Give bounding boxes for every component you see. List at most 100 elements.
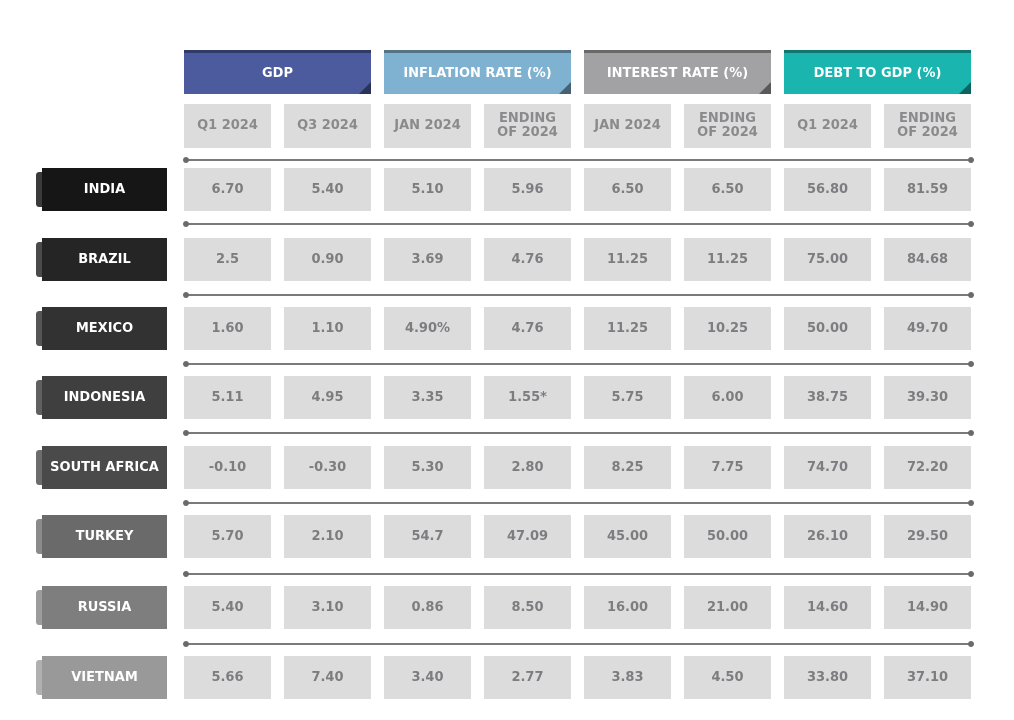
cell: 5.40 (184, 586, 271, 629)
cell: 0.86 (384, 586, 471, 629)
cell: 3.69 (384, 238, 471, 281)
divider-dot (183, 292, 189, 298)
cell: 4.95 (284, 376, 371, 419)
cell: 3.40 (384, 656, 471, 699)
cell: 81.59 (884, 168, 971, 211)
cell: 6.00 (684, 376, 771, 419)
cell: 2.5 (184, 238, 271, 281)
cell: 5.11 (184, 376, 271, 419)
cell: 0.90 (284, 238, 371, 281)
cell: 2.80 (484, 446, 571, 489)
divider (186, 643, 971, 645)
divider-dot (968, 221, 974, 227)
cell: 2.10 (284, 515, 371, 558)
cell: 5.75 (584, 376, 671, 419)
row-label: INDIA (42, 168, 167, 211)
divider (186, 573, 971, 575)
sub-header: Q1 2024 (184, 104, 271, 148)
row-label: SOUTH AFRICA (42, 446, 167, 489)
divider-dot (968, 157, 974, 163)
cell: 16.00 (584, 586, 671, 629)
divider (186, 432, 971, 434)
cell: 7.75 (684, 446, 771, 489)
row-label: RUSSIA (42, 586, 167, 629)
sub-header: ENDING OF 2024 (684, 104, 771, 148)
sub-header: ENDING OF 2024 (484, 104, 571, 148)
divider (186, 363, 971, 365)
cell: 2.77 (484, 656, 571, 699)
cell: 75.00 (784, 238, 871, 281)
cell: 50.00 (784, 307, 871, 350)
divider-dot (968, 641, 974, 647)
row-label: TURKEY (42, 515, 167, 558)
cell: 74.70 (784, 446, 871, 489)
cell: 4.90% (384, 307, 471, 350)
divider (186, 502, 971, 504)
cell: 14.60 (784, 586, 871, 629)
cell: 5.40 (284, 168, 371, 211)
cell: 4.76 (484, 238, 571, 281)
cell: 50.00 (684, 515, 771, 558)
cell: 6.50 (584, 168, 671, 211)
sub-header: Q3 2024 (284, 104, 371, 148)
cell: 39.30 (884, 376, 971, 419)
row-label: VIETNAM (42, 656, 167, 699)
cell: 11.25 (584, 238, 671, 281)
cell: 33.80 (784, 656, 871, 699)
sub-header: JAN 2024 (384, 104, 471, 148)
cell: 29.50 (884, 515, 971, 558)
cell: 37.10 (884, 656, 971, 699)
cell: 5.10 (384, 168, 471, 211)
row-tab (36, 242, 45, 277)
row-label: MEXICO (42, 307, 167, 350)
cell: 84.68 (884, 238, 971, 281)
cell: 56.80 (784, 168, 871, 211)
cell: 26.10 (784, 515, 871, 558)
divider-dot (968, 292, 974, 298)
sub-header: JAN 2024 (584, 104, 671, 148)
group-header: DEBT TO GDP (%) (784, 50, 971, 94)
divider (186, 294, 971, 296)
group-header: INTEREST RATE (%) (584, 50, 771, 94)
cell: -0.30 (284, 446, 371, 489)
cell: 45.00 (584, 515, 671, 558)
cell: 1.60 (184, 307, 271, 350)
cell: 72.20 (884, 446, 971, 489)
divider (186, 223, 971, 225)
cell: 3.35 (384, 376, 471, 419)
divider-dot (183, 361, 189, 367)
row-tab (36, 311, 45, 346)
cell: 49.70 (884, 307, 971, 350)
cell: 5.70 (184, 515, 271, 558)
sub-header: Q1 2024 (784, 104, 871, 148)
cell: 8.25 (584, 446, 671, 489)
divider-dot (183, 500, 189, 506)
cell: -0.10 (184, 446, 271, 489)
row-tab (36, 519, 45, 554)
row-tab (36, 590, 45, 625)
divider-dot (183, 221, 189, 227)
cell: 6.50 (684, 168, 771, 211)
group-header: INFLATION RATE (%) (384, 50, 571, 94)
divider-dot (183, 641, 189, 647)
divider-dot (183, 430, 189, 436)
cell: 21.00 (684, 586, 771, 629)
group-header: GDP (184, 50, 371, 94)
cell: 3.83 (584, 656, 671, 699)
cell: 1.55* (484, 376, 571, 419)
cell: 11.25 (684, 238, 771, 281)
row-tab (36, 172, 45, 207)
cell: 54.7 (384, 515, 471, 558)
row-tab (36, 380, 45, 415)
cell: 7.40 (284, 656, 371, 699)
cell: 6.70 (184, 168, 271, 211)
cell: 5.66 (184, 656, 271, 699)
divider-dot (183, 157, 189, 163)
divider-dot (968, 361, 974, 367)
row-label: BRAZIL (42, 238, 167, 281)
cell: 47.09 (484, 515, 571, 558)
sub-header: ENDING OF 2024 (884, 104, 971, 148)
divider (186, 159, 971, 161)
cell: 38.75 (784, 376, 871, 419)
